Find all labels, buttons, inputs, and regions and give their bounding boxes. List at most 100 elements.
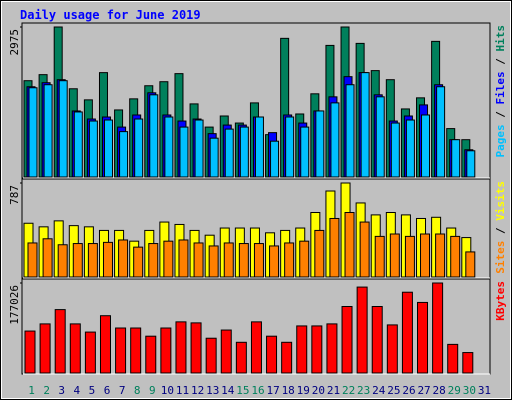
- bar: [300, 126, 310, 178]
- chart-title: Daily usage for June 2019: [20, 8, 201, 22]
- bar: [88, 120, 98, 178]
- bar: [465, 251, 476, 278]
- bar: [102, 241, 113, 278]
- bar: [371, 306, 383, 374]
- bar: [404, 235, 415, 278]
- x-tick-label: 30: [463, 384, 476, 397]
- bar: [405, 119, 415, 178]
- bar: [72, 243, 83, 278]
- bar: [436, 86, 446, 178]
- bar: [420, 233, 431, 278]
- x-tick-label: 5: [89, 384, 96, 397]
- y-tick-label: 177026: [8, 285, 21, 325]
- x-tick-label: 10: [161, 384, 174, 397]
- legend-entry: Pages: [494, 124, 507, 157]
- x-tick-label: 17: [266, 384, 279, 397]
- bar: [314, 229, 325, 278]
- x-tick-label: 21: [327, 384, 340, 397]
- bar: [42, 238, 53, 278]
- bar: [118, 239, 129, 278]
- bar: [84, 331, 96, 374]
- bar: [435, 233, 446, 278]
- bar: [190, 322, 202, 374]
- bar: [341, 306, 353, 374]
- bar: [27, 242, 38, 278]
- bar: [69, 323, 81, 374]
- bar: [401, 291, 413, 374]
- bar: [253, 243, 264, 278]
- x-tick-label: 28: [433, 384, 446, 397]
- bar: [360, 72, 370, 178]
- bar: [374, 235, 385, 278]
- bar: [224, 128, 234, 178]
- bar: [344, 212, 355, 278]
- bar: [57, 244, 68, 278]
- y-tick-label: 2975: [8, 29, 21, 56]
- bar: [270, 140, 280, 178]
- bar: [148, 243, 159, 278]
- bar: [205, 337, 217, 374]
- bar: [389, 233, 400, 278]
- bar: [450, 235, 461, 278]
- legend-entry: Sites: [494, 241, 507, 274]
- bar: [281, 341, 293, 374]
- x-tick-label: 16: [251, 384, 264, 397]
- bar: [326, 323, 338, 374]
- bar: [254, 116, 264, 178]
- bar: [130, 327, 142, 374]
- bar: [160, 327, 172, 374]
- bar: [266, 335, 278, 374]
- bar: [223, 242, 234, 278]
- bar: [220, 329, 232, 374]
- bar: [421, 114, 431, 178]
- bar: [58, 80, 68, 178]
- x-tick-label: 15: [236, 384, 249, 397]
- bar: [133, 246, 144, 278]
- bar: [269, 245, 280, 278]
- x-tick-label: 8: [134, 384, 141, 397]
- legend: Sites / Visits: [494, 181, 507, 274]
- x-tick-label: 12: [191, 384, 204, 397]
- bar: [311, 325, 323, 374]
- legend-entry: KBytes: [494, 281, 507, 321]
- bar: [330, 102, 340, 178]
- legend-separator: /: [494, 52, 507, 72]
- legend-separator: /: [494, 221, 507, 241]
- x-tick-label: 31: [478, 384, 491, 397]
- x-tick-label: 26: [402, 384, 415, 397]
- bar: [179, 126, 189, 178]
- bar: [329, 217, 340, 278]
- bar: [115, 327, 127, 374]
- x-tick-label: 22: [342, 384, 355, 397]
- x-tick-label: 19: [297, 384, 310, 397]
- bar: [209, 137, 219, 178]
- legend-entry: Hits: [494, 25, 507, 52]
- x-tick-label: 7: [119, 384, 126, 397]
- legend-entry: Files: [494, 71, 507, 104]
- bar: [356, 286, 368, 374]
- bar: [417, 301, 429, 374]
- legend: Pages / Files / Hits: [494, 25, 507, 158]
- bar: [432, 282, 444, 374]
- legend-separator: /: [494, 105, 507, 125]
- x-tick-label: 14: [221, 384, 235, 397]
- x-tick-label: 11: [176, 384, 189, 397]
- bar: [238, 243, 249, 278]
- bar: [235, 341, 247, 374]
- legend: KBytes: [494, 281, 507, 321]
- x-tick-label: 13: [206, 384, 219, 397]
- bar: [315, 110, 325, 178]
- bar: [239, 126, 249, 178]
- bar: [250, 321, 262, 374]
- x-tick-label: 4: [74, 384, 81, 397]
- bar: [163, 240, 174, 278]
- bar: [299, 240, 310, 278]
- y-tick-label: 787: [8, 185, 21, 205]
- legend-entry: Visits: [494, 181, 507, 221]
- bar: [466, 150, 476, 178]
- bar: [134, 118, 144, 178]
- x-tick-label: 27: [417, 384, 430, 397]
- x-tick-label: 18: [282, 384, 295, 397]
